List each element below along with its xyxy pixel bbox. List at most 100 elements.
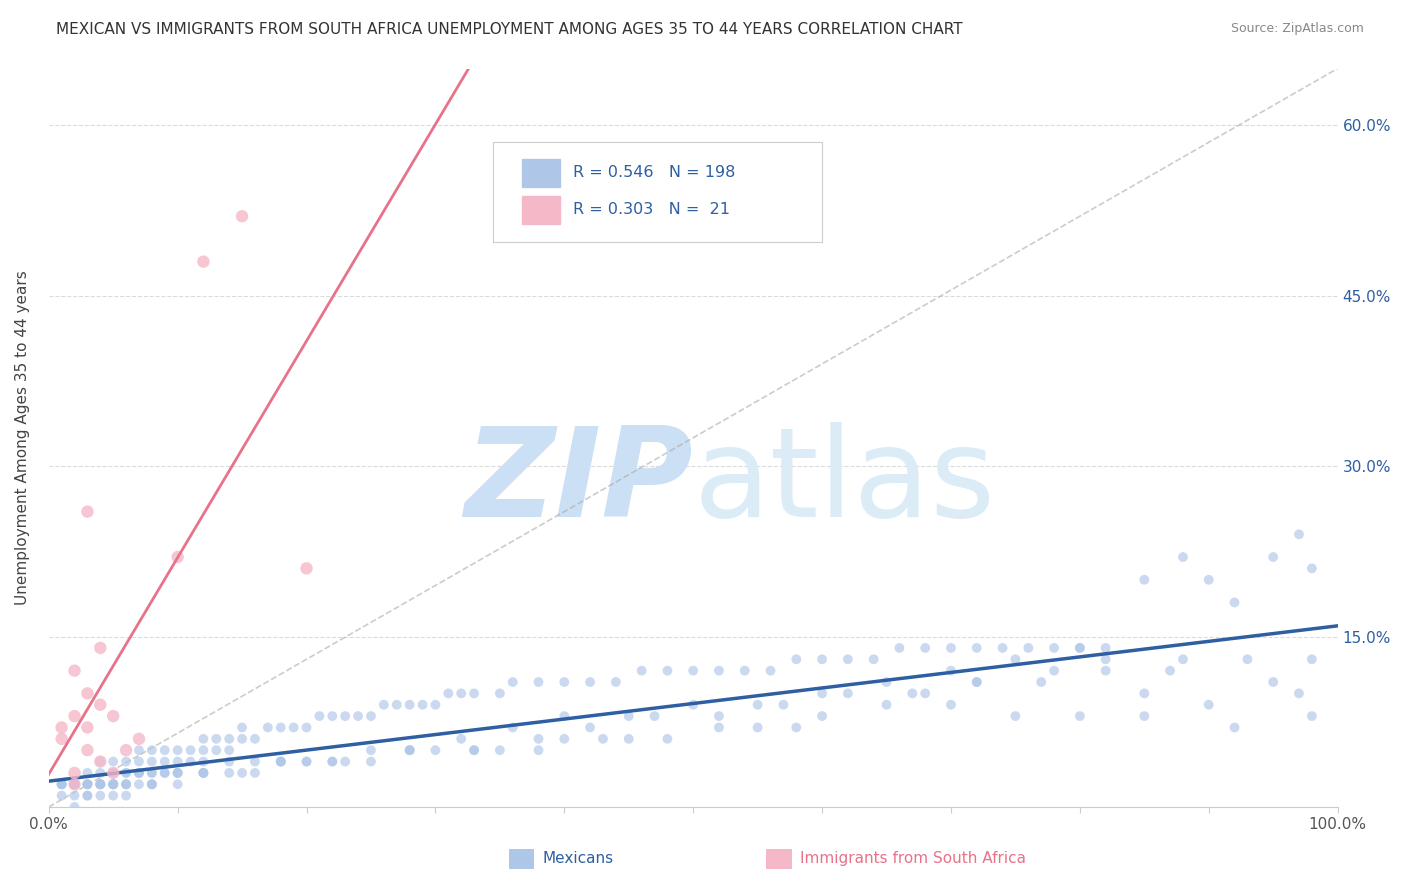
Point bbox=[128, 765, 150, 780]
Point bbox=[1301, 709, 1323, 723]
Point bbox=[707, 664, 730, 678]
Point bbox=[115, 765, 138, 780]
Point bbox=[939, 698, 962, 712]
Y-axis label: Unemployment Among Ages 35 to 44 years: Unemployment Among Ages 35 to 44 years bbox=[15, 270, 30, 605]
Point bbox=[502, 675, 524, 690]
Point bbox=[166, 549, 188, 564]
Point bbox=[489, 743, 512, 757]
Point bbox=[103, 765, 125, 780]
Point bbox=[592, 731, 614, 746]
Point bbox=[579, 721, 602, 735]
Point bbox=[398, 698, 420, 712]
Point bbox=[1069, 640, 1091, 655]
Point bbox=[128, 765, 150, 780]
Point bbox=[321, 755, 343, 769]
Point bbox=[63, 789, 86, 803]
Point bbox=[243, 755, 266, 769]
Point bbox=[231, 721, 253, 735]
Point bbox=[1288, 686, 1310, 700]
Point bbox=[914, 686, 936, 700]
Point bbox=[425, 698, 447, 712]
Point bbox=[644, 709, 666, 723]
Point bbox=[63, 777, 86, 791]
Point bbox=[63, 709, 86, 723]
FancyBboxPatch shape bbox=[766, 849, 792, 869]
Point bbox=[295, 721, 318, 735]
Point bbox=[617, 731, 640, 746]
Point bbox=[76, 777, 98, 791]
Point bbox=[103, 709, 125, 723]
Point bbox=[360, 709, 382, 723]
FancyBboxPatch shape bbox=[522, 159, 561, 186]
Point bbox=[335, 755, 357, 769]
Point bbox=[553, 675, 575, 690]
Point bbox=[193, 755, 215, 769]
Point bbox=[1043, 640, 1066, 655]
Point bbox=[218, 755, 240, 769]
Point bbox=[1043, 664, 1066, 678]
Point bbox=[759, 664, 782, 678]
Point bbox=[605, 675, 627, 690]
Point bbox=[876, 698, 898, 712]
Point bbox=[166, 765, 188, 780]
Point bbox=[579, 675, 602, 690]
Point bbox=[115, 765, 138, 780]
Point bbox=[89, 777, 111, 791]
Point bbox=[682, 664, 704, 678]
Point bbox=[1301, 652, 1323, 666]
Point bbox=[76, 686, 98, 700]
Point bbox=[89, 755, 111, 769]
Point bbox=[115, 755, 138, 769]
Point bbox=[1094, 640, 1116, 655]
Point bbox=[1069, 640, 1091, 655]
Point bbox=[657, 731, 679, 746]
Point bbox=[939, 640, 962, 655]
Point bbox=[463, 686, 485, 700]
Point bbox=[553, 709, 575, 723]
Point bbox=[295, 561, 318, 575]
Point bbox=[205, 743, 228, 757]
Text: Source: ZipAtlas.com: Source: ZipAtlas.com bbox=[1230, 22, 1364, 36]
Point bbox=[373, 698, 395, 712]
Point bbox=[901, 686, 924, 700]
Point bbox=[991, 640, 1014, 655]
Point bbox=[180, 743, 202, 757]
Point bbox=[89, 777, 111, 791]
Point bbox=[876, 675, 898, 690]
Point bbox=[76, 789, 98, 803]
Point bbox=[1159, 664, 1181, 678]
Point bbox=[360, 755, 382, 769]
Point bbox=[141, 777, 163, 791]
Text: atlas: atlas bbox=[693, 422, 995, 542]
Point bbox=[1004, 709, 1026, 723]
Point bbox=[89, 777, 111, 791]
Point bbox=[115, 743, 138, 757]
Point bbox=[1133, 686, 1156, 700]
Point bbox=[630, 664, 652, 678]
Point bbox=[747, 698, 769, 712]
Point bbox=[243, 765, 266, 780]
Point bbox=[1171, 652, 1194, 666]
Point bbox=[166, 765, 188, 780]
Point bbox=[103, 777, 125, 791]
Text: Immigrants from South Africa: Immigrants from South Africa bbox=[800, 852, 1026, 866]
Point bbox=[153, 755, 176, 769]
Point bbox=[1094, 652, 1116, 666]
Point bbox=[412, 698, 434, 712]
Point bbox=[270, 755, 292, 769]
Point bbox=[76, 777, 98, 791]
Point bbox=[63, 777, 86, 791]
Point bbox=[193, 765, 215, 780]
Point bbox=[1031, 675, 1053, 690]
Point bbox=[166, 777, 188, 791]
Point bbox=[707, 709, 730, 723]
Point bbox=[76, 777, 98, 791]
Point bbox=[1198, 698, 1220, 712]
Point bbox=[63, 765, 86, 780]
Point bbox=[193, 731, 215, 746]
Point bbox=[89, 777, 111, 791]
Point bbox=[385, 698, 408, 712]
Point bbox=[205, 731, 228, 746]
Point bbox=[939, 664, 962, 678]
Point bbox=[89, 698, 111, 712]
